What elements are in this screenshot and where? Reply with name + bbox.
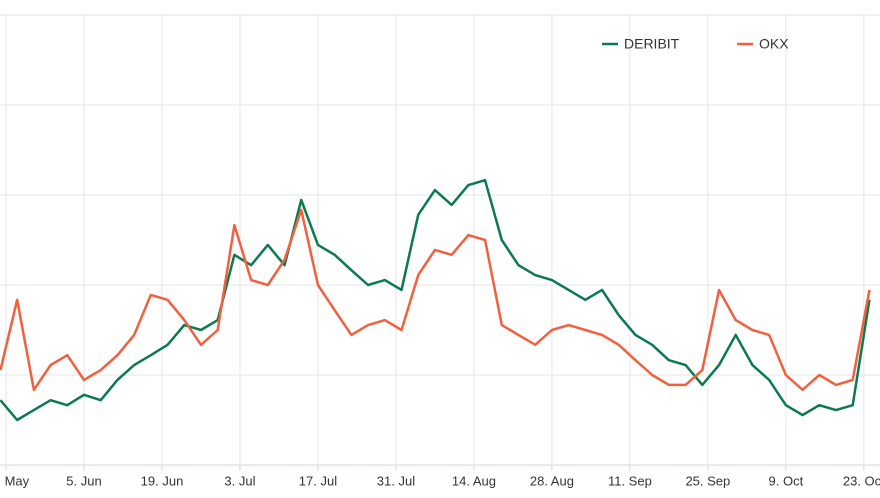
- legend: DERIBIT OKX: [602, 36, 789, 52]
- x-tick-label: 17. Jul: [299, 473, 337, 488]
- x-tick-label: 11. Sep: [608, 473, 652, 488]
- x-tick-label: 9. Oct: [769, 473, 804, 488]
- line-series: [0, 178, 871, 422]
- x-tick-label: 31. Jul: [377, 473, 415, 488]
- plot-lines: [0, 178, 871, 422]
- x-tick-label: 25. Sep: [685, 473, 730, 488]
- x-tick-label: 3. Jul: [224, 473, 255, 488]
- legend-label[interactable]: DERIBIT: [624, 36, 680, 52]
- x-tick-label: 14. Aug: [452, 473, 496, 488]
- x-tick-label: 28. Aug: [530, 473, 574, 488]
- line-series: [0, 208, 871, 392]
- grid: 22. May 5. Jun 19. Jun 3. Jul 17. Jul 31. Jul…: [0, 14, 880, 488]
- x-tick-label: 5. Jun: [66, 473, 101, 488]
- x-tick-label: 19. Jun: [141, 473, 184, 488]
- x-tick-label: 23. Oct: [843, 473, 880, 488]
- legend-label[interactable]: OKX: [759, 36, 789, 52]
- x-tick-label: 22. May: [0, 473, 30, 488]
